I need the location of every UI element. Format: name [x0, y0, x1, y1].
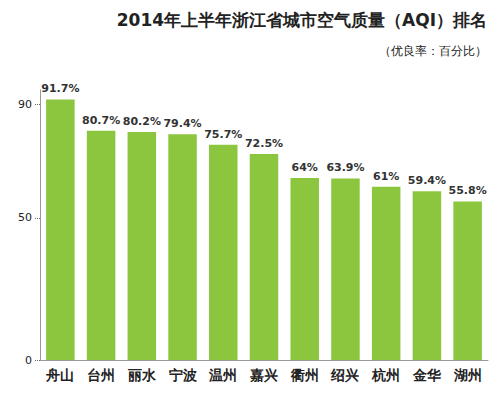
svg-text:72.5%: 72.5%: [245, 137, 283, 150]
svg-text:湖州: 湖州: [453, 367, 482, 383]
svg-text:绍兴: 绍兴: [330, 367, 359, 383]
svg-text:舟山: 舟山: [45, 367, 74, 383]
svg-text:宁波: 宁波: [169, 367, 197, 383]
svg-text:杭州: 杭州: [371, 367, 400, 383]
svg-text:（优良率：百分比）: （优良率：百分比）: [379, 44, 487, 58]
svg-text:63.9%: 63.9%: [326, 161, 364, 174]
svg-text:91.7%: 91.7%: [41, 82, 79, 95]
svg-text:75.7%: 75.7%: [204, 128, 242, 141]
svg-text:温州: 温州: [208, 367, 237, 383]
svg-text:50: 50: [18, 211, 32, 224]
svg-text:金华: 金华: [412, 367, 442, 383]
svg-text:64%: 64%: [292, 161, 318, 174]
svg-text:丽水: 丽水: [127, 367, 157, 383]
svg-text:79.4%: 79.4%: [163, 117, 201, 130]
svg-text:61%: 61%: [373, 170, 399, 183]
svg-text:55.8%: 55.8%: [449, 184, 487, 197]
svg-text:2014年上半年浙江省城市空气质量（AQI）排名: 2014年上半年浙江省城市空气质量（AQI）排名: [117, 10, 487, 30]
svg-text:90: 90: [18, 98, 32, 111]
svg-text:台州: 台州: [87, 367, 115, 383]
svg-text:80.7%: 80.7%: [82, 114, 120, 127]
svg-text:59.4%: 59.4%: [408, 174, 446, 187]
svg-text:80.2%: 80.2%: [123, 115, 161, 128]
svg-text:嘉兴: 嘉兴: [250, 367, 278, 383]
svg-text:0: 0: [25, 354, 32, 367]
svg-text:衢州: 衢州: [290, 367, 319, 383]
